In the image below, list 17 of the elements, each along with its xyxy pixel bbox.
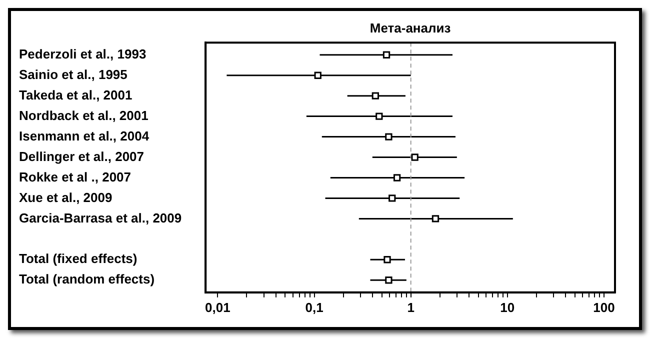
x-tick-label: 0,1 bbox=[305, 300, 324, 315]
y-tick-label: Nordback et al., 2001 bbox=[19, 108, 148, 123]
y-tick-label: Total (fixed effects) bbox=[19, 251, 138, 266]
y-tick-label: Takeda et al., 2001 bbox=[19, 87, 132, 102]
x-tick-label: 0,01 bbox=[205, 300, 230, 315]
y-tick-label: Pederzoli et al., 1993 bbox=[19, 46, 146, 62]
y-tick-label: Sainio et al., 1995 bbox=[19, 66, 128, 82]
y-tick-label: Rokke et al ., 2007 bbox=[19, 169, 132, 184]
y-tick-label: Isenmann et al., 2004 bbox=[19, 128, 150, 144]
chart-title: Мета-анализ bbox=[370, 20, 452, 36]
x-tick-label: 100 bbox=[593, 300, 615, 315]
y-tick-label: Xue et al., 2009 bbox=[19, 190, 112, 205]
y-tick-label: Dellinger et al., 2007 bbox=[19, 148, 144, 164]
y-tick-label: Total (random effects) bbox=[19, 272, 155, 287]
x-tick-label: 10 bbox=[500, 300, 515, 315]
x-tick-label: 1 bbox=[407, 300, 414, 315]
y-tick-label: Garcia-Barrasa et al., 2009 bbox=[19, 210, 182, 226]
